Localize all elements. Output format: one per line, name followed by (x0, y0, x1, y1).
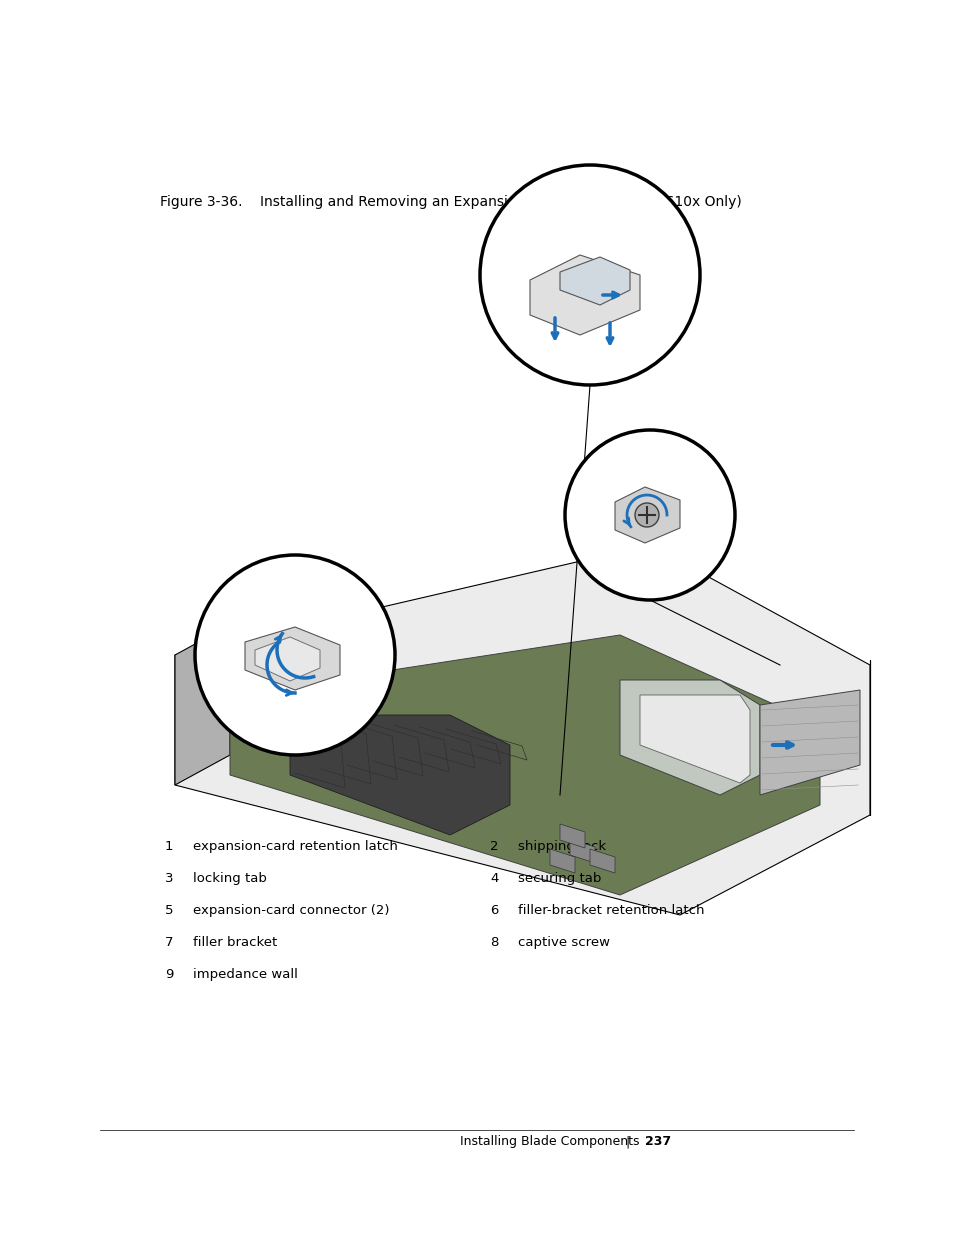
Text: 237: 237 (644, 1135, 670, 1149)
Polygon shape (245, 627, 339, 690)
Polygon shape (639, 695, 749, 783)
Text: 4: 4 (490, 872, 497, 885)
Circle shape (479, 165, 700, 385)
Text: |: | (624, 1135, 629, 1149)
Polygon shape (254, 637, 319, 680)
Text: 9: 9 (165, 968, 173, 981)
Text: locking tab: locking tab (193, 872, 267, 885)
Polygon shape (569, 839, 595, 863)
Text: expansion-card retention latch: expansion-card retention latch (193, 840, 397, 853)
Text: filler bracket: filler bracket (193, 936, 277, 948)
Polygon shape (230, 635, 820, 895)
Polygon shape (550, 848, 575, 873)
Text: 2: 2 (490, 840, 498, 853)
Text: 7: 7 (165, 936, 173, 948)
Polygon shape (174, 625, 230, 785)
Text: Figure 3-36.    Installing and Removing an Expansion Card (PowerEdge M610x Only): Figure 3-36. Installing and Removing an … (160, 195, 741, 209)
Polygon shape (619, 680, 760, 795)
Polygon shape (290, 715, 510, 835)
Text: filler-bracket retention latch: filler-bracket retention latch (517, 904, 703, 918)
Polygon shape (589, 848, 615, 873)
Polygon shape (760, 690, 859, 795)
Text: 1: 1 (165, 840, 173, 853)
Polygon shape (559, 257, 629, 305)
Polygon shape (174, 545, 869, 915)
Text: 6: 6 (490, 904, 497, 918)
Polygon shape (530, 254, 639, 335)
Text: impedance wall: impedance wall (193, 968, 297, 981)
Text: Installing Blade Components: Installing Blade Components (459, 1135, 639, 1149)
Polygon shape (559, 824, 584, 848)
Text: 5: 5 (165, 904, 173, 918)
Circle shape (635, 503, 659, 527)
Text: captive screw: captive screw (517, 936, 609, 948)
Text: expansion-card connector (2): expansion-card connector (2) (193, 904, 389, 918)
Text: securing tab: securing tab (517, 872, 600, 885)
Text: shipping lock: shipping lock (517, 840, 605, 853)
Polygon shape (615, 487, 679, 543)
Circle shape (564, 430, 734, 600)
Text: 8: 8 (490, 936, 497, 948)
Circle shape (194, 555, 395, 755)
Text: 3: 3 (165, 872, 173, 885)
